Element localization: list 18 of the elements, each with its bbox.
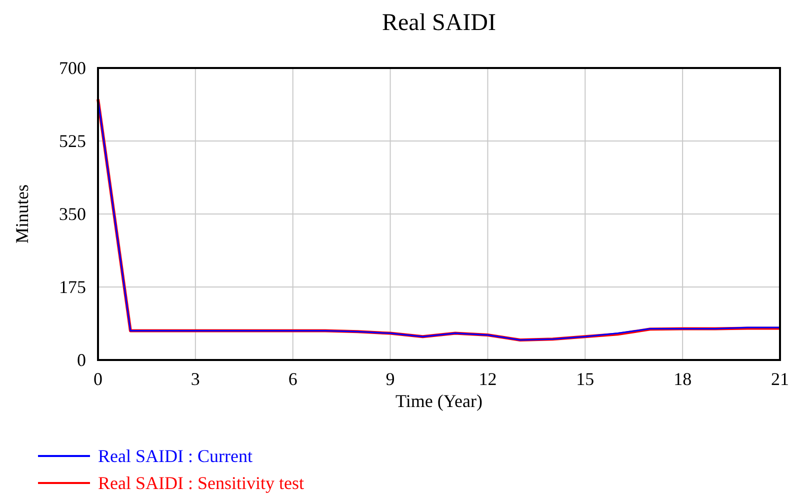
y-tick-label: 700 [59, 58, 86, 78]
legend-label: Real SAIDI : Sensitivity test [98, 473, 304, 493]
x-tick-label: 0 [94, 369, 102, 389]
x-tick-label: 15 [576, 369, 594, 389]
y-tick-label: 350 [59, 204, 86, 224]
x-axis-title: Time (Year) [395, 391, 483, 411]
y-tick-label: 175 [59, 277, 86, 297]
y-tick-label: 525 [59, 131, 86, 151]
y-tick-label: 0 [77, 350, 86, 370]
legend-label: Real SAIDI : Current [98, 446, 252, 466]
x-tick-label: 3 [190, 369, 200, 389]
x-tick-label: 9 [386, 369, 395, 389]
y-axis-title: Minutes [12, 184, 32, 244]
x-tick-label: 6 [288, 369, 298, 389]
x-tick-label: 18 [674, 369, 692, 389]
x-tick-label: 12 [478, 369, 497, 389]
x-tick-label: 21 [771, 369, 789, 389]
chart-title: Real SAIDI [382, 10, 496, 36]
